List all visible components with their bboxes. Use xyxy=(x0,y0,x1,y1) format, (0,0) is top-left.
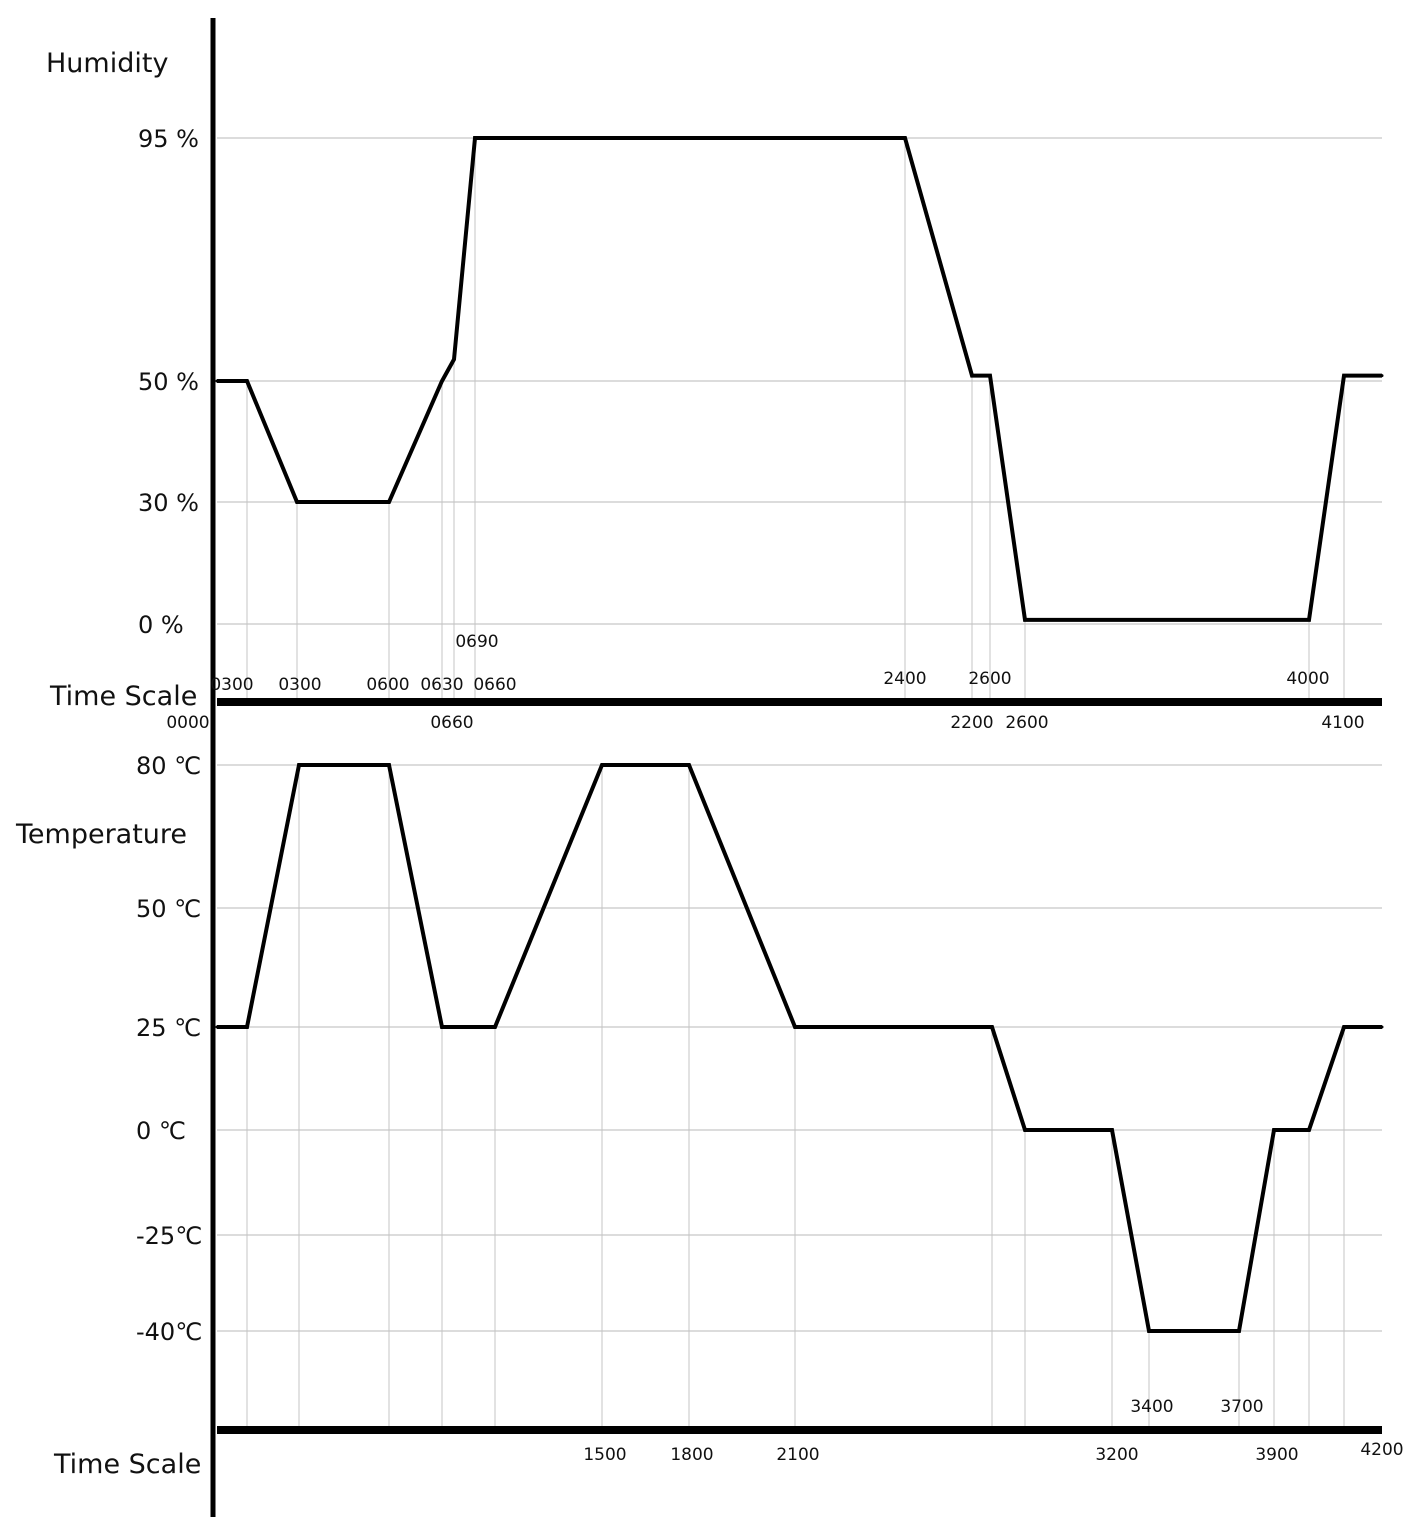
temperature-time-tick-label: 4200 xyxy=(1360,1440,1403,1460)
humidity-data-point xyxy=(1307,618,1311,622)
humidity-data-point xyxy=(903,136,907,140)
humidity-time-tick-label: 0630 xyxy=(420,675,463,695)
temperature-data-point xyxy=(493,1025,497,1029)
temperature-data-point xyxy=(600,763,604,767)
temperature-data-point xyxy=(990,1025,994,1029)
humidity-time-tick-label: 0660 xyxy=(430,713,473,733)
humidity-series-line xyxy=(217,136,1382,622)
humidity-time-tick-label: 0300 xyxy=(210,675,253,695)
humidity-data-point xyxy=(440,379,444,383)
humidity-time-scale-label: Time Scale xyxy=(49,681,197,712)
temperature-y-tick-label: 50 ℃ xyxy=(136,895,201,923)
humidity-time-tick-label: 2600 xyxy=(968,669,1011,689)
humidity-y-tick-label: 50 % xyxy=(138,368,199,396)
humidity-time-tick-label: 0690 xyxy=(455,632,498,652)
humidity-data-point xyxy=(245,379,249,383)
temperature-y-tick-label: -40℃ xyxy=(136,1318,202,1346)
temperature-time-tick-label: 3200 xyxy=(1095,1445,1138,1465)
humidity-time-tick-label: 4100 xyxy=(1321,713,1364,733)
humidity-data-point xyxy=(473,136,477,140)
humidity-time-tick-label: 2600 xyxy=(1005,713,1048,733)
temperature-data-point xyxy=(1110,1128,1114,1132)
humidity-axis-label: Humidity xyxy=(46,48,168,79)
temperature-data-point xyxy=(440,1025,444,1029)
humidity-data-point xyxy=(452,357,456,361)
temperature-y-tick-label: -25℃ xyxy=(136,1222,202,1250)
humidity-time-tick-label: 4000 xyxy=(1286,669,1329,689)
humidity-data-point xyxy=(295,500,299,504)
temperature-data-point xyxy=(1380,1025,1384,1029)
humidity-data-point xyxy=(970,374,974,378)
temperature-data-point xyxy=(245,1025,249,1029)
temperature-time-tick-label: 1800 xyxy=(670,1445,713,1465)
temperature-data-point xyxy=(387,763,391,767)
humidity-data-point xyxy=(1380,374,1384,378)
humidity-data-point xyxy=(988,374,992,378)
temperature-data-point xyxy=(1237,1329,1241,1333)
temperature-data-point xyxy=(1147,1329,1151,1333)
humidity-time-tick-label: 0600 xyxy=(366,675,409,695)
humidity-time-tick-label: 0000 xyxy=(166,713,209,733)
temperature-y-tick-label: 0 ℃ xyxy=(136,1117,186,1145)
temperature-time-tick-label: 3700 xyxy=(1220,1397,1263,1417)
temperature-time-tick-label: 3400 xyxy=(1130,1397,1173,1417)
humidity-y-tick-label: 0 % xyxy=(138,611,184,639)
humidity-y-tick-label: 95 % xyxy=(138,125,199,153)
humidity-data-point xyxy=(1342,374,1346,378)
humidity-time-tick-label: 0660 xyxy=(473,675,516,695)
temperature-data-point xyxy=(687,763,691,767)
temperature-data-point xyxy=(1272,1128,1276,1132)
temperature-data-point xyxy=(1342,1025,1346,1029)
temperature-series-line xyxy=(217,763,1382,1333)
temperature-data-point xyxy=(1307,1128,1311,1132)
humidity-y-tick-label: 30 % xyxy=(138,489,199,517)
humidity-data-point xyxy=(387,500,391,504)
humidity-time-tick-label: 2200 xyxy=(950,713,993,733)
temperature-y-tick-label: 80 ℃ xyxy=(136,752,201,780)
temperature-time-tick-label: 1500 xyxy=(583,1445,626,1465)
temperature-time-tick-label: 3900 xyxy=(1255,1445,1298,1465)
temperature-axis-label: Temperature xyxy=(15,819,187,850)
temperature-y-tick-label: 25 ℃ xyxy=(136,1014,201,1042)
temperature-data-point xyxy=(215,1025,219,1029)
temperature-data-point xyxy=(1023,1128,1027,1132)
temperature-time-scale-label: Time Scale xyxy=(53,1449,201,1480)
humidity-data-point xyxy=(1023,618,1027,622)
temperature-data-point xyxy=(297,763,301,767)
temperature-data-point xyxy=(793,1025,797,1029)
temperature-time-tick-label: 2100 xyxy=(776,1445,819,1465)
humidity-time-tick-label: 0300 xyxy=(278,675,321,695)
humidity-data-point xyxy=(215,379,219,383)
humidity-time-tick-label: 2400 xyxy=(883,669,926,689)
